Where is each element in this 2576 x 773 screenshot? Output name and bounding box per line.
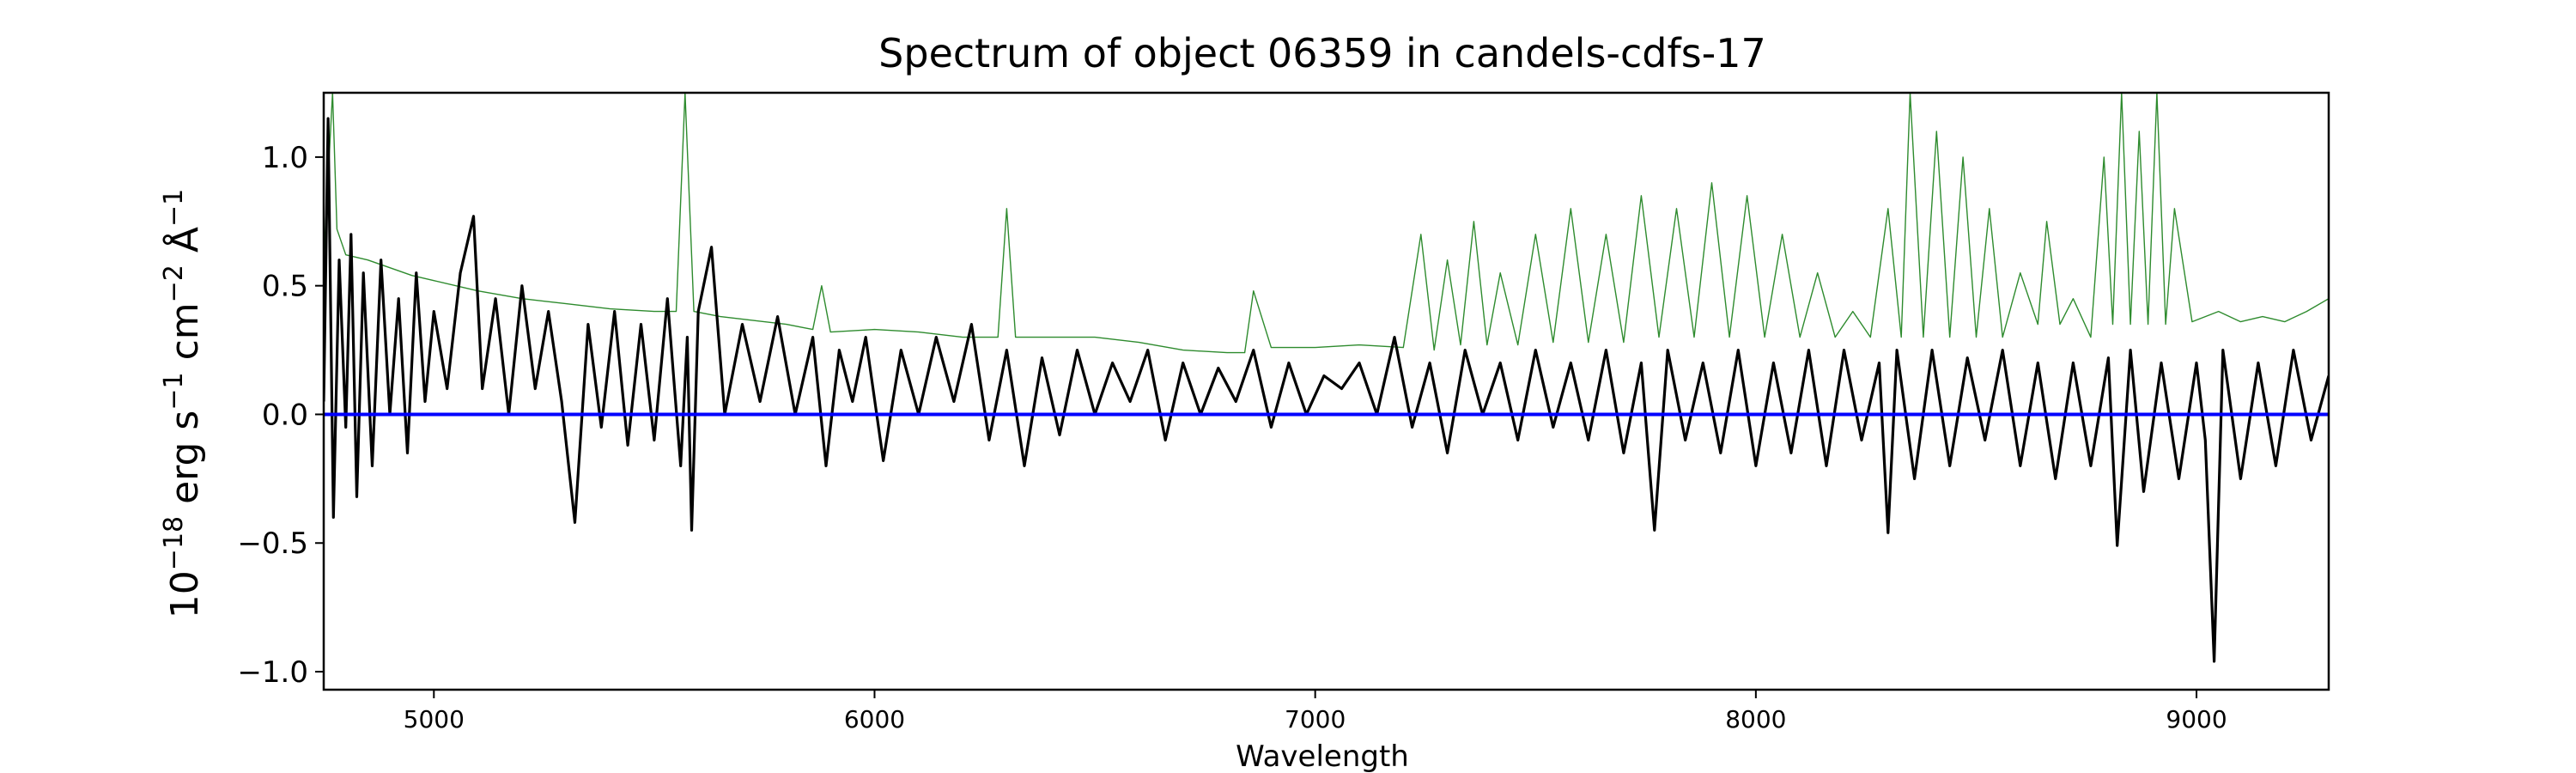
x-tick-label: 5000 bbox=[404, 705, 465, 733]
x-tick-label: 9000 bbox=[2166, 705, 2227, 733]
x-axis-label: Wavelength bbox=[1236, 740, 1409, 773]
y-tick-label: 0.5 bbox=[262, 270, 308, 304]
y-tick-label: 0.0 bbox=[262, 398, 308, 432]
x-tick-label: 6000 bbox=[844, 705, 905, 733]
y-tick-label: −1.0 bbox=[237, 655, 308, 690]
y-tick-label: 1.0 bbox=[262, 141, 308, 175]
chart-title: Spectrum of object 06359 in candels-cdfs… bbox=[878, 30, 1766, 76]
y-axis-label: 10−18 erg s−1 cm−2 Å−1 bbox=[159, 189, 207, 618]
y-tick-label: −0.5 bbox=[237, 526, 308, 561]
x-tick-label: 7000 bbox=[1285, 705, 1346, 733]
x-tick-label: 8000 bbox=[1725, 705, 1786, 733]
svg-text:10−18 erg s−1 cm−2 Å−1: 10−18 erg s−1 cm−2 Å−1 bbox=[159, 189, 207, 618]
noise-series-line bbox=[324, 93, 2329, 354]
flux-series-line bbox=[324, 117, 2329, 663]
plot-frame bbox=[322, 91, 2330, 691]
